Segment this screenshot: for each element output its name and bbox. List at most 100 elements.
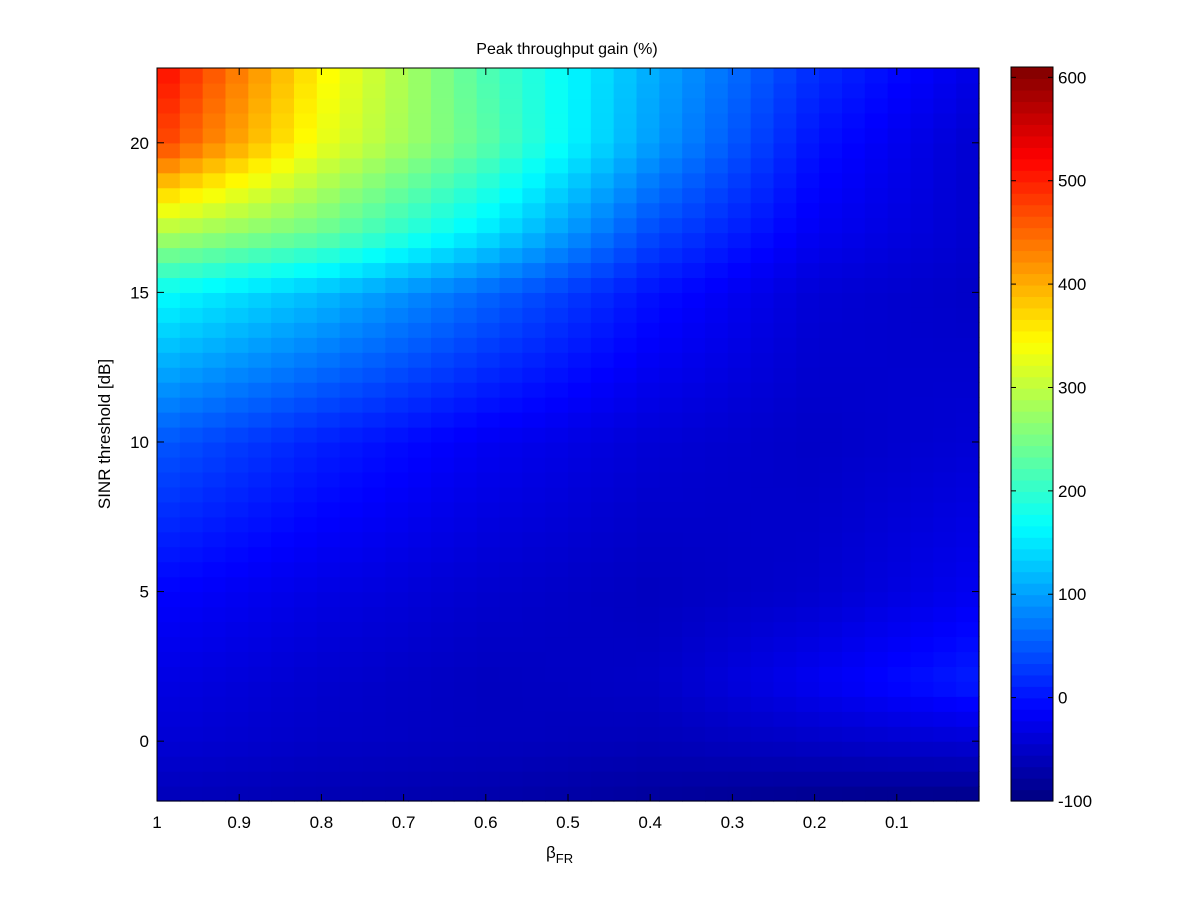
heatmap-cell [339, 322, 364, 338]
colorbar-segment [1011, 640, 1053, 653]
heatmap-cell [727, 142, 752, 159]
heatmap-cell [225, 636, 249, 653]
colorbar-segment [1011, 422, 1053, 435]
heatmap-cell [887, 217, 912, 234]
heatmap-cell [408, 412, 432, 428]
heatmap-cell [248, 142, 272, 159]
heatmap-cell [956, 516, 980, 533]
heatmap-cell [202, 651, 227, 667]
heatmap-cell [636, 157, 660, 174]
heatmap-cell [568, 142, 592, 159]
heatmap-cell [294, 187, 318, 204]
heatmap-cell [179, 471, 204, 488]
heatmap-cell [545, 681, 569, 697]
heatmap-cell [864, 786, 889, 802]
heatmap-cell [956, 157, 980, 174]
heatmap-cell [659, 741, 683, 757]
heatmap-cell [613, 696, 638, 712]
heatmap-cell [453, 187, 478, 204]
heatmap-cell [271, 486, 295, 503]
heatmap-cell [659, 202, 683, 219]
heatmap-cell [339, 277, 364, 293]
heatmap-cell [796, 352, 820, 368]
heatmap-cell [408, 471, 432, 488]
heatmap-cell [613, 711, 638, 727]
heatmap-cell [590, 471, 615, 488]
heatmap-cell [522, 786, 546, 802]
colorbar-segment [1011, 468, 1053, 481]
heatmap-cell [819, 726, 843, 742]
colorbar-segment [1011, 399, 1053, 412]
heatmap-cell [887, 172, 912, 189]
heatmap-cell [385, 68, 409, 84]
heatmap-cell [316, 726, 341, 742]
heatmap-cell [179, 337, 204, 353]
heatmap-cell [864, 247, 889, 264]
heatmap-cell [339, 456, 364, 473]
heatmap-cell [727, 337, 752, 353]
heatmap-cell [225, 531, 249, 548]
heatmap-cell [476, 711, 501, 727]
heatmap-cell [933, 696, 957, 712]
heatmap-cell [773, 576, 797, 593]
heatmap-cell [522, 352, 546, 368]
heatmap-cell [316, 352, 341, 368]
heatmap-cell [157, 97, 181, 114]
heatmap-cell [864, 232, 889, 249]
heatmap-cell [682, 576, 706, 593]
heatmap-cell [339, 262, 364, 279]
heatmap-cell [385, 636, 409, 653]
heatmap-cell [248, 352, 272, 368]
heatmap-cell [408, 711, 432, 727]
heatmap-cell [408, 486, 432, 503]
heatmap-cell [613, 486, 638, 503]
heatmap-cell [431, 112, 455, 129]
heatmap-cell [613, 292, 638, 308]
heatmap-cell [248, 576, 272, 593]
heatmap-cell [796, 771, 820, 787]
heatmap-cell [476, 427, 501, 443]
heatmap-cell [248, 531, 272, 548]
heatmap-cell [956, 711, 980, 727]
heatmap-cell [362, 666, 386, 682]
heatmap-cell [682, 322, 706, 338]
heatmap-cell [842, 97, 866, 114]
heatmap-cell [819, 441, 843, 458]
colorbar-segment [1011, 342, 1053, 355]
heatmap-cell [316, 771, 341, 787]
heatmap-cell [956, 262, 980, 279]
heatmap-cell [956, 591, 980, 608]
heatmap-cell [636, 367, 660, 383]
heatmap-cell [682, 367, 706, 383]
heatmap-cell [796, 441, 820, 458]
heatmap-cell [453, 217, 478, 234]
heatmap-cell [476, 397, 501, 413]
heatmap-cell [453, 741, 478, 757]
colorbar-segment [1011, 456, 1053, 470]
heatmap-cell [271, 741, 295, 757]
heatmap-cell [202, 531, 227, 548]
x-axis-label: βFR [546, 843, 573, 866]
heatmap-cell [316, 486, 341, 503]
heatmap-cell [727, 292, 752, 308]
heatmap-cell [705, 322, 729, 338]
heatmap-cell [636, 262, 660, 279]
colorbar-segment [1011, 709, 1053, 722]
heatmap-cell [636, 501, 660, 518]
heatmap-cell [499, 262, 523, 279]
heatmap-cell [887, 202, 912, 219]
heatmap-cell [545, 516, 569, 533]
heatmap-cell [659, 262, 683, 279]
heatmap-cell [636, 756, 660, 772]
heatmap-cell [385, 232, 409, 249]
heatmap-cell [431, 382, 455, 398]
heatmap-cell [385, 397, 409, 413]
heatmap-cell [248, 501, 272, 518]
colorbar-segment [1011, 227, 1053, 240]
heatmap-cell [568, 82, 592, 99]
y-tick-label: 0 [140, 732, 149, 751]
heatmap-cell [294, 651, 318, 667]
heatmap-cell [727, 397, 752, 413]
heatmap-cell [636, 277, 660, 293]
